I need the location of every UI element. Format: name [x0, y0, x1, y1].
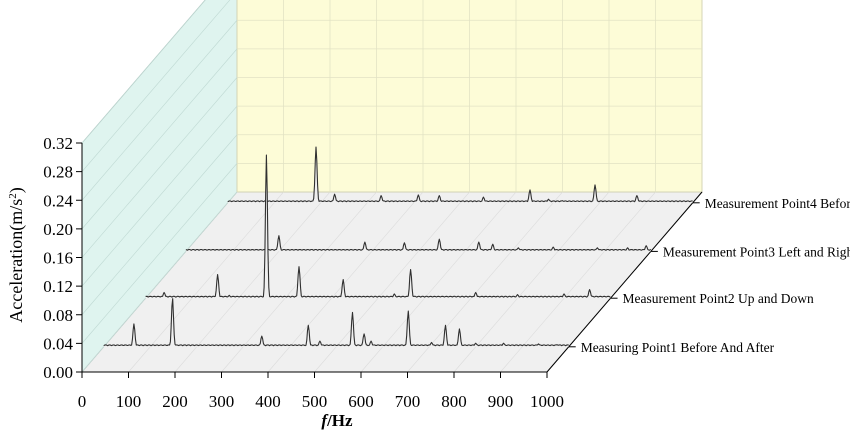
series-line-1: [103, 298, 569, 347]
side-wall-grid: [81, 20, 238, 201]
side-wall-grid: [81, 0, 206, 144]
y-tick-label: 0.28: [43, 163, 73, 182]
y-tick-label: 0.04: [43, 334, 73, 353]
x-tick-label: 600: [348, 392, 374, 411]
floor-grid: [174, 191, 331, 373]
y-tick-label: 0.00: [43, 363, 73, 382]
y-tick-label: 0.24: [43, 191, 73, 210]
y-tick-label: 0.16: [43, 249, 73, 268]
side-wall-grid: [81, 163, 238, 344]
x-tick-label: 500: [302, 392, 328, 411]
side-wall-grid: [81, 105, 238, 287]
x-tick-label: 700: [395, 392, 421, 411]
floor-grid: [407, 191, 563, 373]
chart-axes: 0 100 200 300 400 500 600 700 800 900 1000 0.00 0.04…: [6, 134, 703, 430]
x-tick-label: 0: [78, 392, 87, 411]
side-wall-grid: [81, 77, 238, 258]
series-line-3: [185, 235, 652, 251]
chart-series: [103, 146, 693, 347]
series-label-4: Measurement Point4 Before And After: [705, 196, 850, 211]
floor-grid: [128, 191, 284, 373]
series-line-4: [227, 146, 693, 203]
x-tick-label: 900: [488, 392, 514, 411]
chart-labels: Measuring Point1 Before And After Measure…: [568, 196, 850, 355]
floor-grid: [314, 191, 470, 373]
series-label-1: Measuring Point1 Before And After: [581, 340, 775, 355]
floor-grid: [453, 191, 610, 373]
side-wall-grid: [81, 134, 238, 315]
y-tick-label: 0.20: [43, 220, 73, 239]
series-label-2: Measurement Point2 Up and Down: [623, 291, 814, 306]
side-wall-grid: [81, 0, 231, 172]
y-axis-label: Acceleration(m/s2): [6, 187, 27, 322]
y-tick-label: 0.08: [43, 306, 73, 325]
y-tick-label: 0.12: [43, 277, 73, 296]
floor-grid: [267, 191, 424, 373]
y-tick-label: 0.32: [43, 134, 73, 153]
x-tick-label: 400: [255, 392, 281, 411]
floor-grid: [500, 191, 656, 373]
series-label-3: Measurement Point3 Left and Right: [663, 244, 850, 259]
x-tick-label: 300: [209, 392, 235, 411]
series-line-2: [145, 154, 611, 298]
floor-grid: [360, 191, 517, 373]
x-tick-label: 1000: [530, 392, 564, 411]
x-axis-label: f/Hz: [321, 411, 353, 430]
x-tick-label: 100: [116, 392, 142, 411]
side-wall-grid: [81, 48, 238, 230]
side-wall-grid: [81, 191, 238, 373]
depth-axis-line: [546, 191, 703, 373]
x-tick-label: 200: [162, 392, 188, 411]
x-tick-label: 800: [441, 392, 467, 411]
